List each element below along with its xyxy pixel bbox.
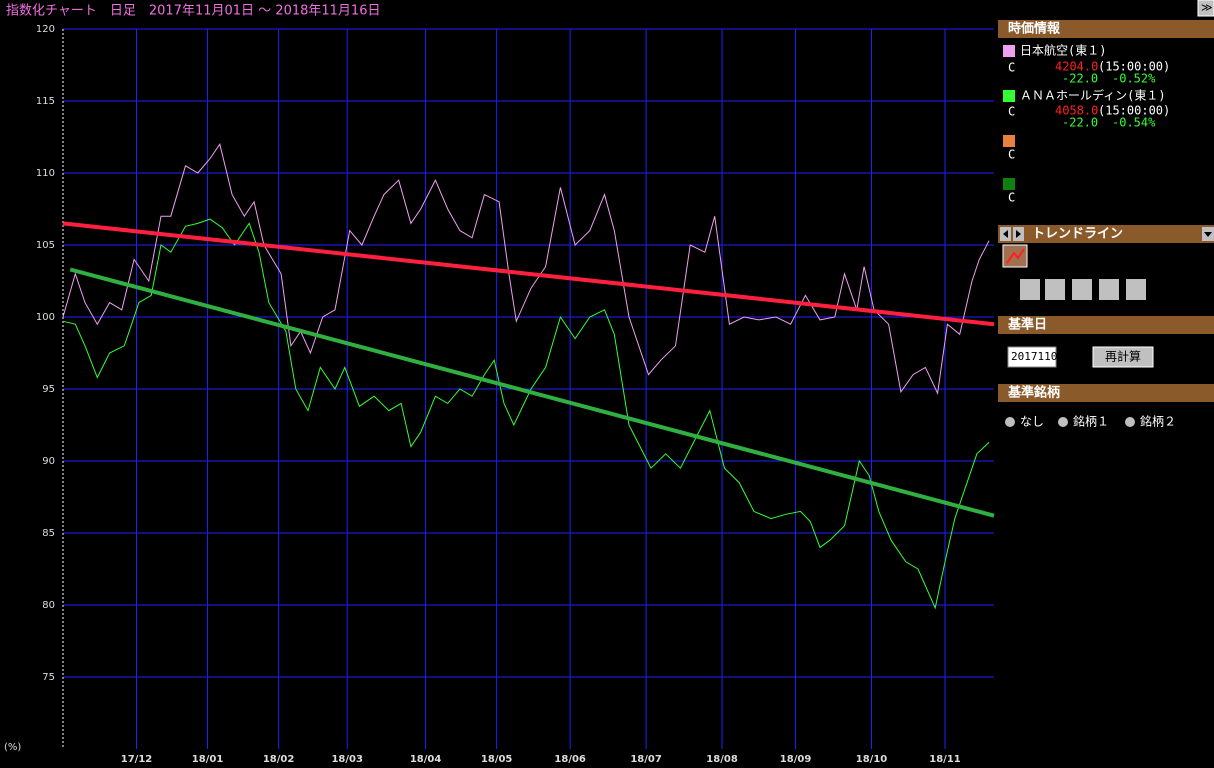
collapse-icon: ≫ (1201, 1, 1213, 14)
y-tick-label: 120 (36, 24, 55, 35)
recalc-button[interactable] (1092, 346, 1154, 368)
radio[interactable] (1125, 417, 1135, 427)
panel-header-text: 基準銘柄 (1007, 385, 1060, 401)
legend-swatch[interactable] (1003, 178, 1015, 190)
x-tick-label: 18/02 (263, 754, 295, 765)
quote-change: -22.0 (1062, 116, 1098, 130)
x-tick-label: 18/07 (630, 754, 662, 765)
series-line (62, 142, 990, 396)
series-line (62, 218, 990, 610)
quote-flag: C (1008, 61, 1015, 75)
collapse-button[interactable] (1197, 0, 1214, 17)
y-tick-label: 100 (36, 312, 55, 323)
panel-header-text: 時価情報 (1008, 21, 1061, 37)
legend-swatch[interactable] (1003, 135, 1015, 147)
legend-label: 日本航空(東１) (1020, 43, 1106, 58)
tool-select[interactable] (1020, 279, 1040, 300)
quote-price: 4204.0 (1055, 60, 1098, 74)
y-tick-label: 115 (36, 96, 55, 107)
panel-header (998, 225, 1214, 243)
prev-icon (1003, 230, 1008, 238)
panel-header (998, 20, 1214, 38)
y-tick-label: 110 (36, 168, 55, 179)
quote-change: -22.0 (1062, 72, 1098, 86)
radio-label: 銘柄２ (1140, 414, 1176, 429)
radio-label: 銘柄１ (1073, 414, 1109, 429)
next-icon (1016, 230, 1021, 238)
quote-flag: C (1008, 105, 1015, 119)
quote-time: (15:00:00) (1098, 60, 1170, 74)
x-tick-label: 18/10 (856, 754, 888, 765)
x-tick-label: 18/03 (331, 754, 363, 765)
panel-header (998, 316, 1214, 334)
y-tick-label: 90 (42, 456, 55, 467)
plot-area: 75 80 85 90 95 100 105 110 115 120 17/12 18/01 18/02… (36, 24, 995, 765)
quote-price: 4058.0 (1055, 104, 1098, 118)
x-tick-label: 18/08 (706, 754, 738, 765)
quote-time: (15:00:00) (1098, 104, 1170, 118)
toolbar (1020, 279, 1146, 300)
quote-change-pct: -0.54% (1112, 116, 1156, 130)
legend-swatch[interactable] (1003, 45, 1015, 57)
chart-title: 指数化チャート 日足 2017年11月01日 ～ 2018年11月16日 (6, 4, 380, 19)
y-tick-label: 105 (36, 240, 55, 251)
y-tick-label: 75 (42, 672, 55, 683)
base-date-value: 20171101 (1011, 350, 1064, 363)
x-tick-label: 18/06 (554, 754, 586, 765)
recalc-label: 再計算 (1105, 349, 1141, 364)
tool-paste[interactable] (1072, 279, 1092, 300)
radio[interactable] (1058, 417, 1068, 427)
radio-label: なし (1020, 415, 1044, 429)
legend-label: ＡＮＡホールディン(東１) (1020, 88, 1166, 103)
quote-change-pct: -0.52% (1112, 72, 1156, 86)
legend-swatch[interactable] (1003, 90, 1015, 102)
base-date-input[interactable] (1007, 346, 1057, 368)
trendline (62, 221, 995, 327)
y-tick-label: 95 (42, 384, 55, 395)
quote-flag: C (1008, 148, 1015, 162)
tool-delete-all[interactable] (1126, 279, 1146, 300)
panel-header-text: 基準日 (1007, 317, 1047, 333)
tool-delete[interactable] (1099, 279, 1119, 300)
x-tick-label: 18/04 (410, 754, 442, 765)
dropdown-icon (1204, 232, 1212, 237)
tool-copy[interactable] (1045, 279, 1065, 300)
trendline (69, 267, 995, 518)
quote-flag: C (1008, 191, 1015, 205)
panel-header-text: トレンドライン (1032, 227, 1123, 242)
x-tick-label: 18/11 (929, 754, 961, 765)
x-tick-label: 18/09 (780, 754, 812, 765)
x-tick-label: 18/05 (481, 754, 513, 765)
y-axis-label: (%) (4, 742, 21, 753)
y-tick-label: 80 (42, 600, 55, 611)
x-tick-label: 18/01 (192, 754, 224, 765)
trendline-icon (1006, 248, 1025, 264)
x-tick-label: 17/12 (121, 754, 153, 765)
panel-header (998, 384, 1214, 402)
radio[interactable] (1005, 417, 1015, 427)
y-tick-label: 85 (42, 528, 55, 539)
trendline-tool[interactable] (1002, 244, 1028, 268)
